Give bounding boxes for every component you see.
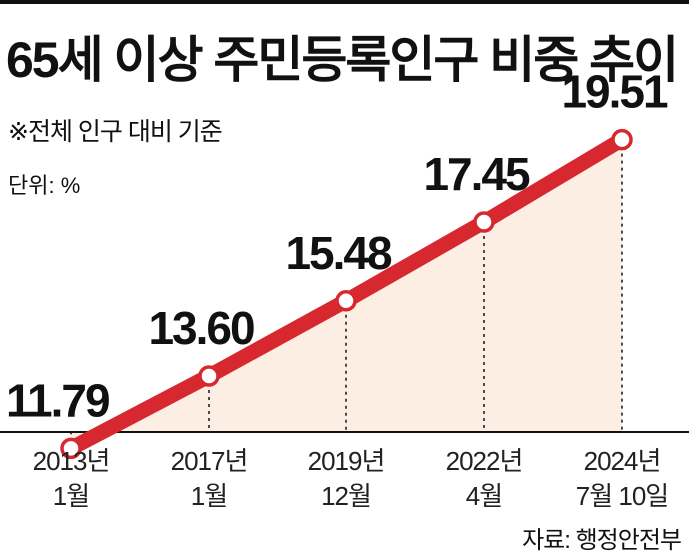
value-label-3: 17.45 (423, 148, 530, 200)
data-point-2 (335, 290, 357, 312)
value-label-4: 19.51 (561, 66, 668, 118)
x-tick-label-1-0: 2017년 (171, 446, 248, 476)
x-tick-label-2-0: 2019년 (308, 446, 385, 476)
x-tick-label-2-1: 12월 (321, 481, 371, 511)
data-point-1 (198, 365, 220, 387)
chart-title: 65세 이상 주민등록인구 비중 추이 (6, 32, 679, 88)
x-tick-label-0-1: 1월 (53, 481, 89, 511)
x-tick-label-3-1: 4월 (466, 481, 502, 511)
chart-note: ※전체 인구 대비 기준 (8, 118, 223, 146)
source-note: 자료: 행정안전부 (522, 527, 682, 554)
value-label-2: 15.48 (285, 227, 392, 279)
x-tick-label-0-0: 2013년 (33, 446, 110, 476)
value-labels: 11.79 13.60 15.48 17.45 19.51 (6, 66, 670, 427)
top-rule (0, 0, 689, 4)
value-label-0: 11.79 (6, 374, 109, 426)
points-layer (60, 128, 633, 460)
x-tick-labels: 2013년 1월 2017년 1월 2019년 12월 2022년 4월 2024년 7월 10일 (33, 446, 670, 511)
data-point-0 (60, 437, 82, 460)
x-tick-label-3-0: 2022년 (446, 446, 523, 476)
data-point-3 (473, 211, 495, 233)
x-tick-label-4-0: 2024년 (584, 446, 661, 476)
data-point-4 (611, 128, 633, 151)
x-tick-label-1-1: 1월 (191, 481, 227, 511)
unit-label: 단위: % (8, 173, 81, 198)
x-tick-label-4-1: 7월 10일 (576, 481, 668, 511)
value-label-1: 13.60 (148, 302, 254, 354)
